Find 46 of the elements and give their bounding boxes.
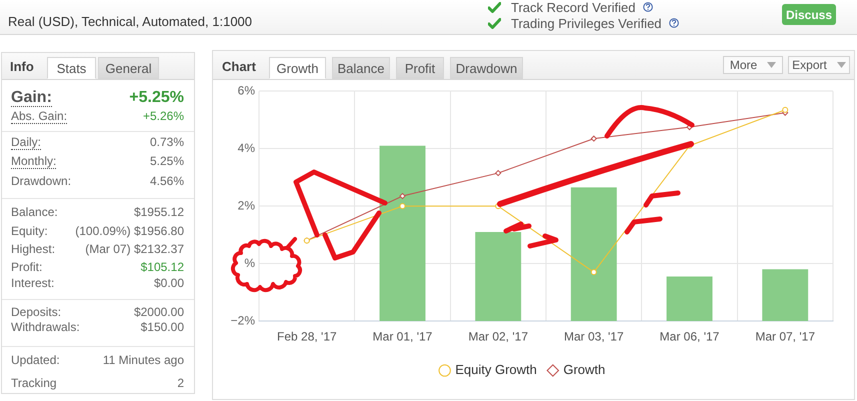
text: Profit:: [11, 260, 42, 274]
x-tick-label: Mar 02, '17: [468, 330, 528, 344]
text: $105.12: [140, 260, 184, 274]
text: 11 Minutes ago: [102, 353, 184, 367]
text: 5.25%: [150, 154, 184, 168]
x-tick-label: Mar 06, '17: [660, 330, 720, 344]
legend-label: Growth: [563, 362, 606, 378]
text: Real (USD), Technical, Automated, 1:1000: [8, 14, 252, 29]
text: Tracking: [11, 376, 57, 390]
text: Monthly:: [11, 154, 56, 169]
text: Balance:: [11, 205, 58, 219]
text: Deposits:: [11, 305, 62, 319]
text: Info: [10, 59, 34, 74]
text: $150.00: [140, 320, 184, 334]
text: Gain:: [11, 89, 52, 107]
text: Track Record Verified: [511, 0, 636, 14]
text: 2: [177, 376, 184, 390]
chart-title: Chart: [222, 59, 256, 74]
text: (100.09%) $1956.80: [75, 224, 184, 238]
text: +5.25%: [129, 89, 184, 106]
text: Updated:: [11, 353, 60, 367]
text: Abs. Gain:: [11, 109, 68, 124]
text: $2000.00: [134, 305, 184, 319]
text: 0.73%: [150, 135, 184, 149]
text: $1955.12: [134, 205, 184, 219]
x-tick-label: Mar 07, '17: [755, 330, 816, 344]
text: Highest:: [11, 242, 56, 256]
text: +5.26%: [142, 109, 184, 123]
y-tick-label: %: [244, 256, 256, 270]
y-tick-label: −2%: [230, 313, 256, 328]
y-tick-label: 2%: [238, 198, 256, 212]
text: Trading Privileges Verified: [511, 16, 662, 30]
text: (Mar 07) $2132.37: [85, 242, 184, 256]
text: Interest:: [11, 276, 54, 290]
text: $0.00: [154, 276, 184, 290]
text: Drawdown:: [11, 174, 72, 188]
x-tick-label: Mar 01, '17: [372, 330, 433, 344]
text: Equity:: [11, 224, 48, 238]
text: Withdrawals:: [11, 320, 80, 334]
y-tick-label: 4%: [238, 140, 256, 155]
x-tick-label: Mar 03, '17: [564, 330, 624, 344]
text: Daily:: [11, 135, 42, 150]
text: 4.56%: [150, 174, 184, 188]
legend-label: Equity Growth: [455, 362, 537, 378]
y-tick-label: 6%: [238, 84, 256, 98]
x-tick-label: Feb 28, '17: [276, 330, 337, 344]
